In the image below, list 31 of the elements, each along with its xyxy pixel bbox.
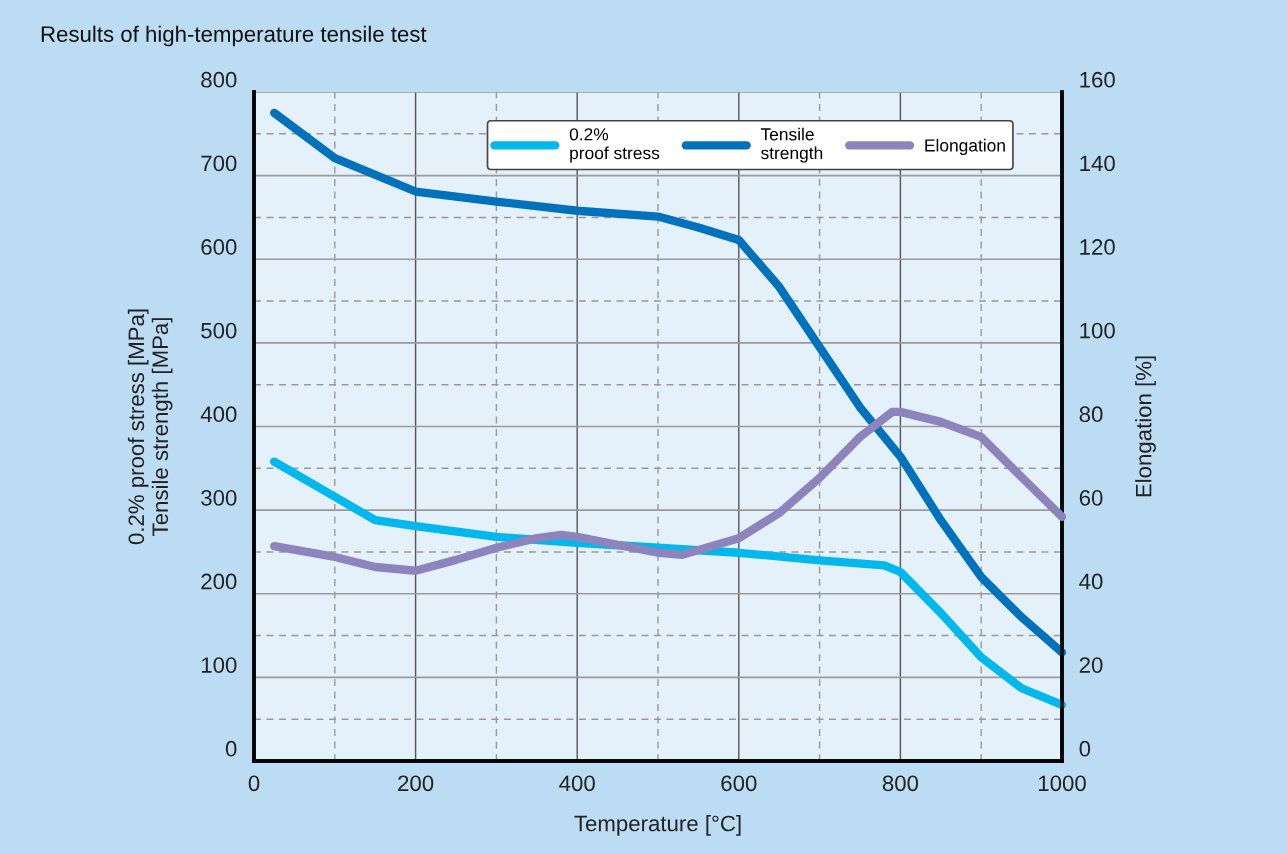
y2-tick-label: 80 xyxy=(1079,406,1103,423)
x-axis-title: Temperature [°C] xyxy=(574,815,741,836)
y2-axis-title: Elongation [%] xyxy=(1135,356,1156,497)
legend-label: Elongation xyxy=(925,138,1005,156)
y-tick-label: 400 xyxy=(200,406,237,423)
legend-label: Tensile strength xyxy=(760,127,823,163)
x-tick-label: 1000 xyxy=(1038,775,1086,792)
y-tick-label: 700 xyxy=(201,155,237,172)
x-tick-label: 0 xyxy=(248,775,260,792)
y-tick-label: 500 xyxy=(201,322,237,339)
chart-title: Results of high-temperature tensile test xyxy=(41,25,427,47)
x-tick-label: 800 xyxy=(882,775,919,792)
y2-tick-label: 40 xyxy=(1079,573,1103,590)
y-tick-label: 800 xyxy=(201,71,237,88)
y2-tick-label: 140 xyxy=(1080,155,1115,172)
y-tick-label: 300 xyxy=(201,490,237,506)
x-tick-label: 400 xyxy=(559,775,595,792)
y-tick-label: 200 xyxy=(201,573,237,590)
y-tick-label: 600 xyxy=(201,239,237,255)
legend-label: 0.2% proof stress xyxy=(569,128,660,163)
x-tick-label: 600 xyxy=(721,775,757,792)
x-tick-label: 200 xyxy=(398,775,434,792)
y2-tick-label: 20 xyxy=(1079,657,1103,673)
y-axis-title: 0.2% proof stress [MPa] Tensile strength [MPa] xyxy=(127,309,173,545)
y2-tick-label: 0 xyxy=(1079,740,1091,757)
y-tick-label: 100 xyxy=(201,657,237,673)
y2-tick-label: 120 xyxy=(1080,239,1115,255)
y2-tick-label: 160 xyxy=(1080,71,1115,88)
y2-tick-label: 100 xyxy=(1080,322,1115,339)
y2-tick-label: 60 xyxy=(1079,490,1103,506)
y-tick-label: 0 xyxy=(225,740,237,757)
